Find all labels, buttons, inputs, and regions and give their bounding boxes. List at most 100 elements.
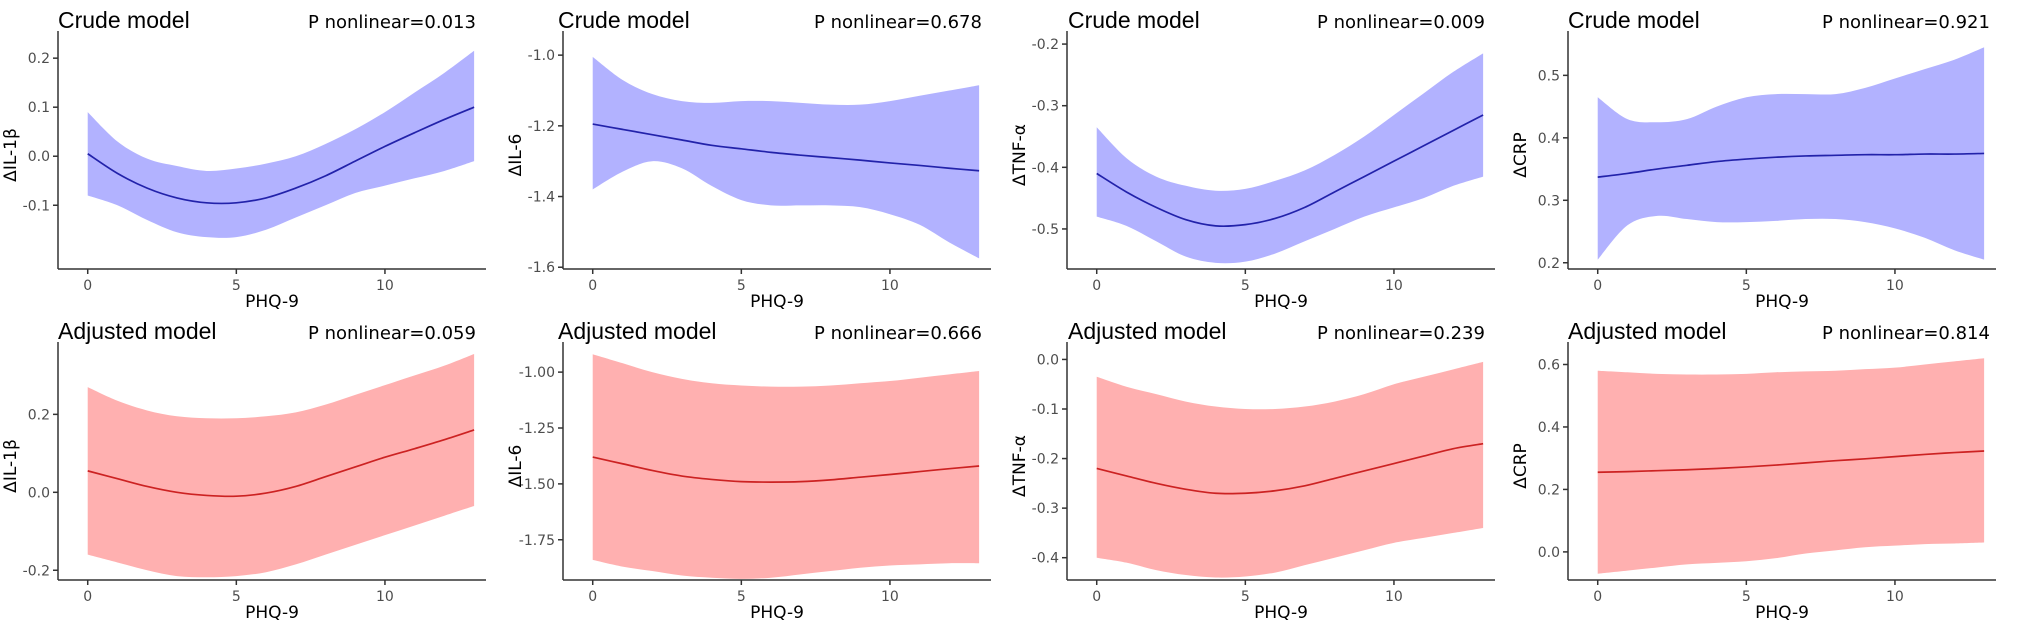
p-nonlinear-label: P nonlinear=0.059 <box>308 323 476 344</box>
y-tick-label: -0.3 <box>1032 99 1059 115</box>
chart-panel-crude-1: 0 5 10 -0.1 0.0 0.1 0.2 PHQ-9 ΔIL-1β Crude model P… <box>1 7 486 312</box>
x-tick-label: 0 <box>1092 278 1101 294</box>
y-tick-label: 0.6 <box>1538 357 1560 373</box>
y-tick-label: 0.2 <box>1538 482 1560 498</box>
x-tick-label: 5 <box>1742 589 1751 605</box>
x-tick-label: 0 <box>1092 589 1101 605</box>
y-tick-label: 0.0 <box>28 485 50 501</box>
chart-panel-crude-2: 0 5 10 -1.6 -1.4 -1.2 -1.0 PHQ-9 ΔIL-6 Crude mode… <box>506 7 991 312</box>
panel-title: Crude model <box>58 7 190 33</box>
x-tick-label: 5 <box>1241 278 1250 294</box>
estimate-line <box>87 429 475 498</box>
y-tick-label: -1.75 <box>519 533 555 549</box>
y-tick-label: 0.4 <box>1538 420 1560 436</box>
y-tick-label: -1.50 <box>519 477 555 493</box>
confidence-band <box>592 354 980 579</box>
chart-panel-adjusted-1: 0 5 10 -0.2 0.0 0.2 PHQ-9 ΔIL-1β Adjusted model P… <box>1 318 486 623</box>
y-axis-title: ΔCRP <box>1511 443 1531 489</box>
estimate-line <box>592 123 980 172</box>
estimate-line <box>87 106 475 205</box>
y-axis-title: ΔTNF-α <box>1010 435 1030 497</box>
panel-title: Crude model <box>1568 7 1700 33</box>
x-axis-title: PHQ-9 <box>1755 603 1809 623</box>
confidence-band <box>1597 358 1985 574</box>
x-tick-label: 5 <box>232 278 241 294</box>
confidence-band <box>1096 53 1484 264</box>
x-tick-label: 5 <box>737 278 746 294</box>
chart-panel-crude-4: 0 5 10 0.2 0.3 0.4 0.5 PHQ-9 ΔCRP Crude model P no… <box>1511 7 1996 312</box>
y-tick-label: 0.2 <box>28 51 50 67</box>
x-axis-title: PHQ-9 <box>750 292 804 312</box>
y-axis-title: ΔIL-1β <box>1 128 21 182</box>
confidence-band <box>592 56 980 259</box>
y-axis-title: ΔTNF-α <box>1010 124 1030 186</box>
y-axis-title: ΔIL-6 <box>506 134 526 177</box>
y-tick-label: -0.2 <box>1032 37 1059 53</box>
y-tick-label: 0.5 <box>1538 68 1560 84</box>
x-tick-label: 10 <box>1886 278 1904 294</box>
confidence-band <box>1597 47 1985 260</box>
estimate-line <box>592 456 980 483</box>
x-tick-label: 10 <box>1385 589 1403 605</box>
y-tick-label: 0.0 <box>28 149 50 165</box>
panel-title: Crude model <box>558 7 690 33</box>
x-tick-label: 10 <box>1886 589 1904 605</box>
y-tick-label: -1.0 <box>528 48 555 64</box>
y-tick-label: 0.2 <box>28 407 50 423</box>
x-axis-title: PHQ-9 <box>1254 603 1308 623</box>
x-axis-title: PHQ-9 <box>750 603 804 623</box>
y-tick-label: -0.2 <box>23 563 50 579</box>
chart-panel-adjusted-4: 0 5 10 0.0 0.2 0.4 0.6 PHQ-9 ΔCRP Adjusted model P… <box>1511 318 1996 623</box>
x-tick-label: 5 <box>1241 589 1250 605</box>
x-axis-title: PHQ-9 <box>245 292 299 312</box>
x-tick-label: 0 <box>588 589 597 605</box>
x-tick-label: 10 <box>881 589 899 605</box>
x-tick-label: 5 <box>232 589 241 605</box>
x-axis-title: PHQ-9 <box>245 603 299 623</box>
p-nonlinear-label: P nonlinear=0.013 <box>308 12 476 33</box>
y-tick-label: 0.3 <box>1538 193 1560 209</box>
y-tick-label: 0.2 <box>1538 256 1560 272</box>
x-tick-label: 0 <box>1593 278 1602 294</box>
x-tick-label: 10 <box>376 278 394 294</box>
y-tick-label: -0.4 <box>1032 551 1059 567</box>
y-tick-label: -0.1 <box>1032 402 1059 418</box>
confidence-band <box>87 50 475 238</box>
y-axis-title: ΔIL-6 <box>506 445 526 488</box>
x-axis-title: PHQ-9 <box>1755 292 1809 312</box>
y-tick-label: -0.4 <box>1032 160 1059 176</box>
y-tick-label: -1.4 <box>528 190 555 206</box>
panel-title: Adjusted model <box>1068 318 1227 344</box>
panel-title: Adjusted model <box>1568 318 1727 344</box>
y-tick-label: 0.1 <box>28 100 50 116</box>
estimate-line <box>1597 450 1985 474</box>
p-nonlinear-label: P nonlinear=0.678 <box>814 12 982 33</box>
y-tick-label: 0.4 <box>1538 131 1560 147</box>
chart-panel-adjusted-2: 0 5 10 -1.75 -1.50 -1.25 -1.00 PHQ-9 ΔIL-6 Adjust… <box>506 318 991 623</box>
x-tick-label: 10 <box>1385 278 1403 294</box>
y-tick-label: 0.0 <box>1037 352 1059 368</box>
estimate-line <box>1096 114 1484 228</box>
p-nonlinear-label: P nonlinear=0.921 <box>1822 12 1990 33</box>
y-axis-title: ΔCRP <box>1511 132 1531 178</box>
y-tick-label: -1.2 <box>528 119 555 135</box>
y-tick-label: -1.00 <box>519 365 555 381</box>
x-axis-title: PHQ-9 <box>1254 292 1308 312</box>
y-tick-label: -1.6 <box>528 260 555 276</box>
x-tick-label: 0 <box>588 278 597 294</box>
x-tick-label: 0 <box>1593 589 1602 605</box>
estimate-line <box>1096 442 1484 495</box>
y-tick-label: -0.5 <box>1032 222 1059 238</box>
x-tick-label: 10 <box>881 278 899 294</box>
x-tick-label: 10 <box>376 589 394 605</box>
panel-title: Adjusted model <box>558 318 717 344</box>
y-axis-title: ΔIL-1β <box>1 439 21 493</box>
x-tick-label: 5 <box>1742 278 1751 294</box>
x-tick-label: 5 <box>737 589 746 605</box>
x-tick-label: 0 <box>83 589 92 605</box>
panel-title: Adjusted model <box>58 318 217 344</box>
p-nonlinear-label: P nonlinear=0.009 <box>1317 12 1485 33</box>
y-tick-label: -0.2 <box>1032 452 1059 468</box>
p-nonlinear-label: P nonlinear=0.239 <box>1317 323 1485 344</box>
